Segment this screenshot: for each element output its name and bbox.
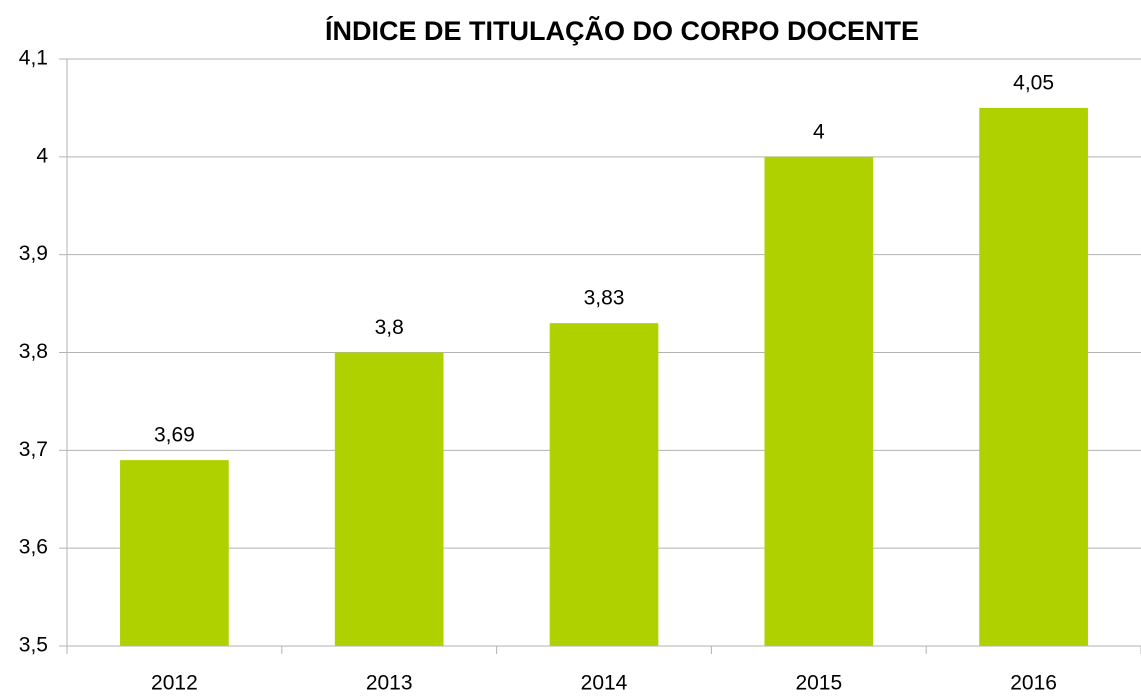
x-tick-label: 2014: [581, 672, 628, 695]
y-tick-label: 3,7: [19, 438, 48, 461]
y-tick-label: 3,5: [19, 634, 48, 657]
bar: [764, 156, 874, 647]
y-tick-label: 3,9: [19, 242, 48, 265]
data-label: 4: [813, 120, 825, 143]
x-tick-label: 2012: [151, 672, 198, 695]
data-label: 4,05: [1013, 71, 1054, 94]
bar: [979, 107, 1088, 646]
x-tick-label: 2016: [1010, 672, 1057, 695]
x-tick-label: 2013: [366, 672, 413, 695]
bar: [549, 323, 659, 646]
data-label: 3,69: [154, 424, 195, 447]
y-tick-label: 4,1: [19, 47, 48, 70]
data-label: 3,8: [375, 316, 404, 339]
bar: [120, 460, 229, 646]
x-tick-label: 2015: [795, 672, 842, 695]
bar: [334, 352, 444, 646]
y-tick-label: 3,8: [19, 340, 48, 363]
data-label: 3,83: [584, 287, 625, 310]
chart-title: ÍNDICE DE TITULAÇÃO DO CORPO DOCENTE: [325, 15, 919, 46]
y-tick-label: 4: [36, 144, 48, 167]
y-tick-label: 3,6: [19, 536, 48, 559]
